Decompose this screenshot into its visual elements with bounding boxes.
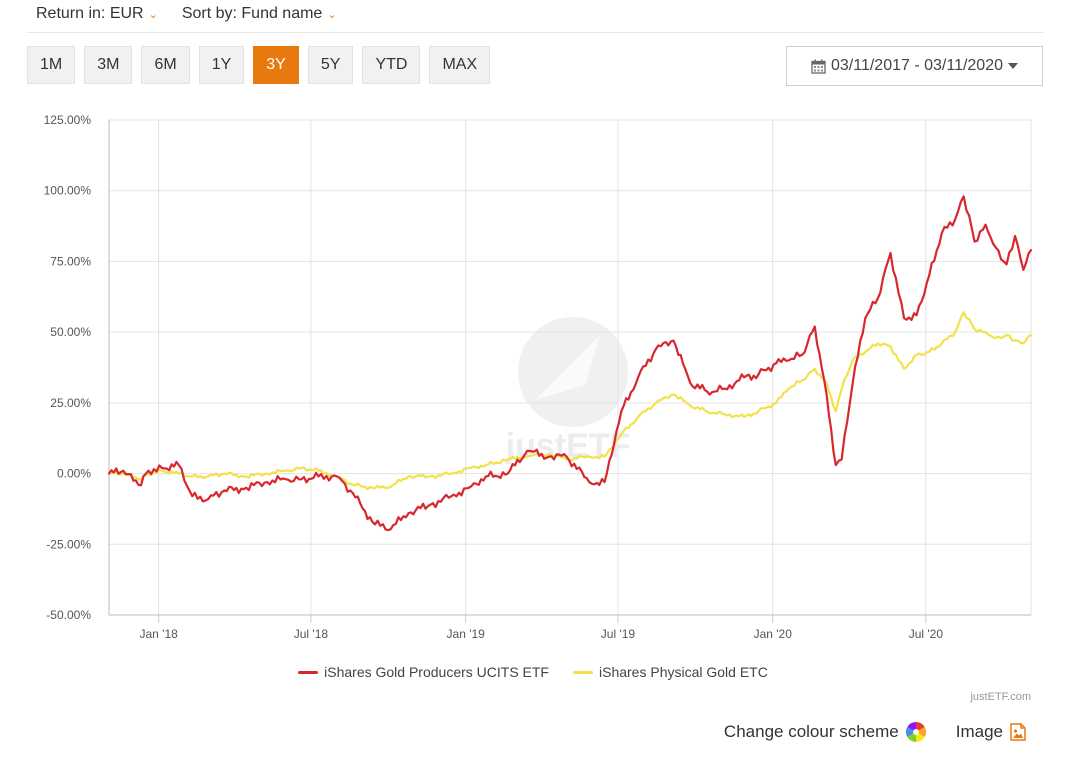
sort-by-label: Sort by: Fund name	[181, 5, 323, 22]
y-tick-label: 100.00%	[44, 184, 92, 198]
y-tick-label: -25.00%	[46, 537, 91, 551]
legend-swatch-yellow	[573, 670, 593, 674]
legend-label: iShares Gold Producers UCITS ETF	[324, 664, 549, 680]
range-button-3y[interactable]: 3Y	[253, 46, 299, 84]
date-range-picker[interactable]: 03/11/2017 - 03/11/2020	[786, 46, 1043, 86]
image-export-button[interactable]: Image	[956, 722, 1026, 742]
header-divider	[27, 32, 1044, 33]
caret-down-icon	[1008, 63, 1018, 69]
x-tick-label: Jan '18	[139, 627, 178, 641]
range-button-1y[interactable]: 1Y	[198, 46, 245, 84]
range-button-6m[interactable]: 6M	[141, 46, 190, 84]
range-button-max[interactable]: MAX	[429, 46, 491, 84]
y-tick-label: 25.00%	[50, 396, 91, 410]
return-currency-dropdown[interactable]: Return in: EUR ⌄	[36, 5, 158, 23]
y-tick-label: -50.00%	[46, 608, 91, 622]
legend-label: iShares Physical Gold ETC	[599, 664, 768, 680]
change-colour-label: Change colour scheme	[723, 722, 899, 741]
x-tick-label: Jan '19	[447, 627, 486, 641]
colour-wheel-icon	[905, 722, 926, 742]
chevron-down-icon: ⌄	[148, 8, 158, 21]
performance-chart: justETF -50.00% -25.00% 0.00% 25.00% 50.00% 7…	[44, 113, 1033, 641]
x-tick-label: Jul '19	[601, 627, 636, 641]
y-tick-label: 125.00%	[44, 113, 92, 127]
return-currency-label: Return in: EUR	[36, 5, 144, 22]
watermark-logo: justETF	[505, 317, 630, 465]
range-button-5y[interactable]: 5Y	[307, 46, 354, 84]
y-tick-label: 0.00%	[57, 467, 91, 481]
chart-credit[interactable]: justETF.com	[970, 691, 1031, 703]
range-button-ytd[interactable]: YTD	[362, 46, 421, 84]
range-button-1m[interactable]: 1M	[27, 46, 76, 84]
date-range-value: 03/11/2017 - 03/11/2020	[831, 57, 1003, 74]
calendar-icon	[811, 59, 826, 74]
time-range-buttons: 1M 3M 6M 1Y 3Y 5Y YTD MAX	[27, 46, 491, 84]
x-tick-label: Jul '18	[294, 627, 329, 641]
legend-swatch-red	[298, 670, 319, 674]
sort-by-dropdown[interactable]: Sort by: Fund name ⌄	[182, 5, 337, 23]
image-file-icon	[1010, 723, 1026, 741]
range-button-3m[interactable]: 3M	[84, 46, 133, 84]
change-colour-scheme-button[interactable]: Change colour scheme	[724, 722, 926, 742]
series-line-gold-producers	[107, 195, 1033, 532]
chart-legend: iShares Gold Producers UCITS ETF iShares…	[0, 664, 1066, 680]
x-tick-label: Jul '20	[909, 627, 944, 641]
legend-item-gold-producers[interactable]: iShares Gold Producers UCITS ETF	[298, 664, 549, 680]
y-tick-label: 50.00%	[50, 325, 91, 339]
y-tick-label: 75.00%	[50, 254, 91, 268]
legend-item-physical-gold[interactable]: iShares Physical Gold ETC	[573, 664, 768, 680]
x-tick-label: Jan '20	[754, 627, 793, 641]
chevron-down-icon: ⌄	[327, 8, 337, 21]
image-label: Image	[955, 722, 1003, 741]
